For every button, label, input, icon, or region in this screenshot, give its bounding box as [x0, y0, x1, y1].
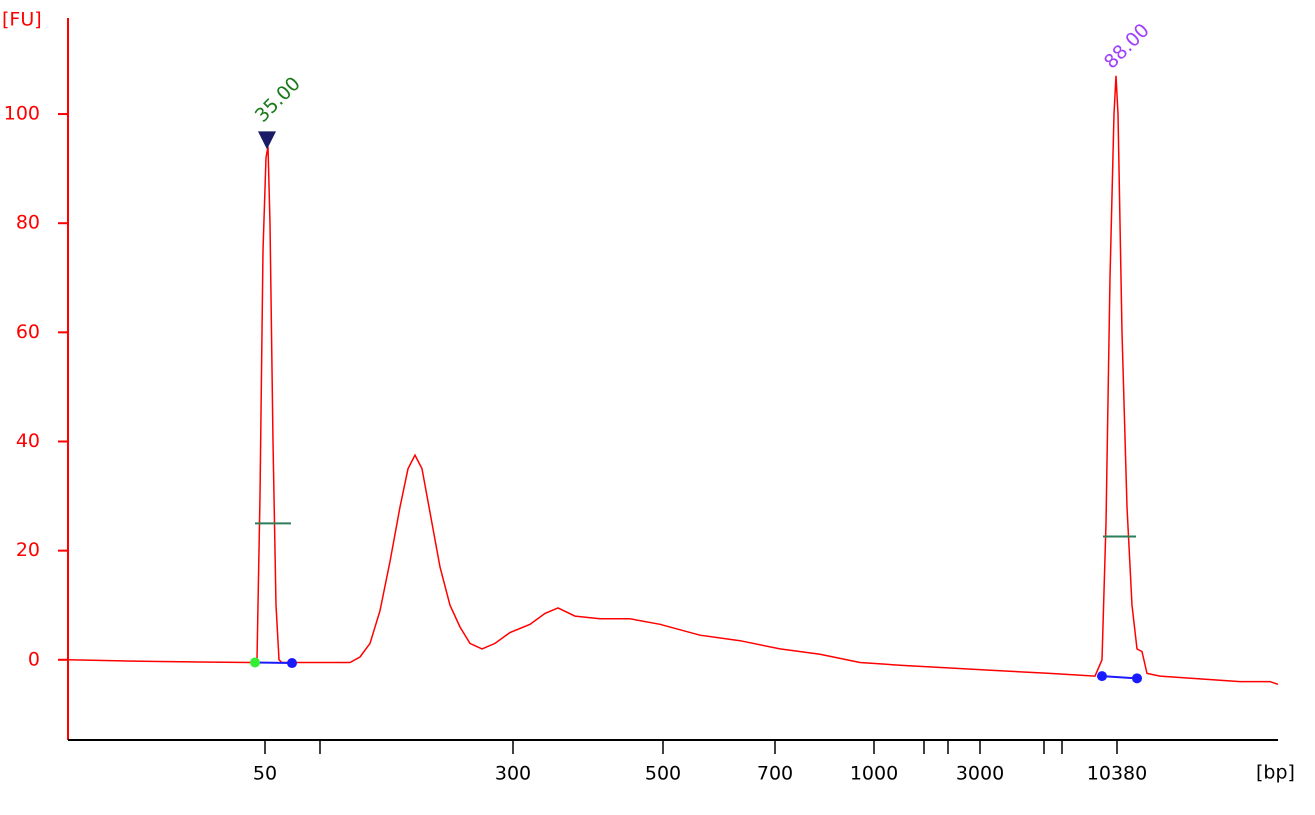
x-tick-label: 3000	[956, 763, 1004, 785]
trace	[67, 75, 1279, 686]
x-tick-label: 500	[645, 763, 681, 785]
x-tick-label: 50	[253, 763, 277, 785]
peak-start	[1097, 671, 1107, 682]
x-tick-label: 10380	[1087, 763, 1147, 785]
peak-label: 88.00	[1100, 19, 1154, 73]
y-axis-label: [FU]	[2, 9, 42, 31]
x-tick-label: 300	[495, 763, 531, 785]
peak-end	[1132, 673, 1142, 684]
peak-baseline	[254, 661, 293, 665]
y-tick-label: 0	[28, 648, 40, 670]
y-tick-label: 40	[16, 430, 40, 452]
x-tick-label: 1000	[850, 763, 898, 785]
peak-label: 35.00	[251, 73, 305, 127]
y-tick-label: 80	[16, 212, 40, 234]
peak-start	[250, 657, 260, 668]
peak-marker	[258, 131, 276, 150]
y-tick-label: 60	[16, 321, 40, 343]
y-tick-label: 100	[4, 103, 40, 125]
x-axis-label: [bp]	[1256, 762, 1295, 784]
x-tick-label: 700	[757, 763, 793, 785]
y-tick-label: 20	[16, 539, 40, 561]
peak-baseline	[1101, 675, 1138, 680]
peak-end	[287, 658, 297, 669]
